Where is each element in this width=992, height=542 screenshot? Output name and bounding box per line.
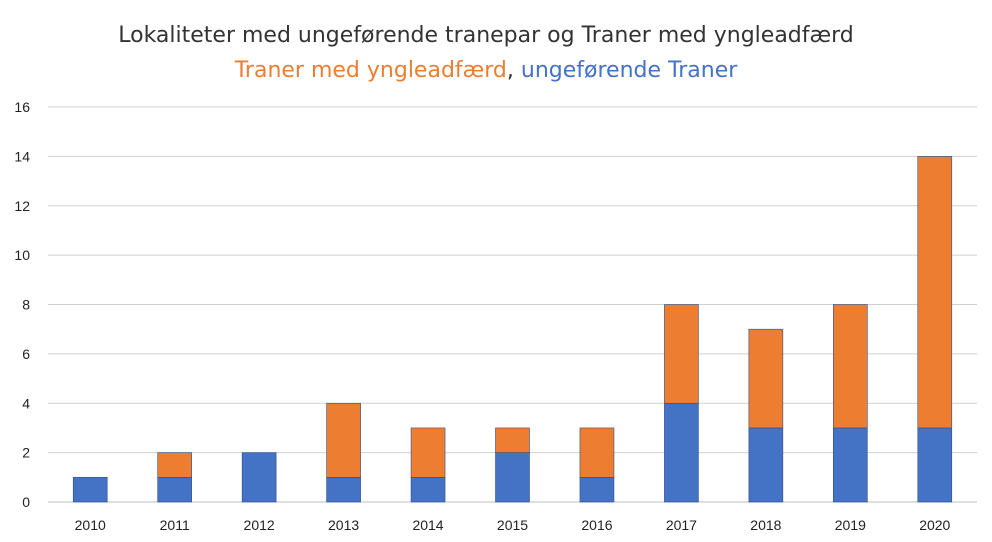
x-axis-ticks: 2010 2011 2012 2013 2014 2015 2016 2017 2018 2019… xyxy=(75,517,951,533)
y-tick-label: 14 xyxy=(14,148,30,164)
bar-segment-series-0 xyxy=(748,427,784,503)
gridlines xyxy=(48,106,977,503)
x-tick-label: 2014 xyxy=(412,517,443,533)
bar-segment-series-1 xyxy=(748,328,784,429)
subtitle-part-with-young: ungeførende Traner xyxy=(521,58,738,83)
bar-segment-series-0 xyxy=(579,477,615,503)
chart-title: Lokaliteter med ungeførende tranepar og … xyxy=(118,23,854,48)
x-tick-label: 2018 xyxy=(750,517,781,533)
y-axis-ticks: 0 2 4 6 8 10 12 14 16 xyxy=(14,99,30,510)
x-tick-label: 2010 xyxy=(75,517,106,533)
bar-segment-series-1 xyxy=(326,402,361,478)
bar-segment-series-1 xyxy=(664,304,699,404)
y-tick-label: 8 xyxy=(22,297,30,313)
bar-segment-series-1 xyxy=(917,156,953,429)
x-tick-label: 2016 xyxy=(581,517,612,533)
x-tick-label: 2013 xyxy=(328,517,359,533)
bar-segment-series-0 xyxy=(241,452,277,503)
x-tick-label: 2015 xyxy=(497,517,528,533)
bar-segment-series-0 xyxy=(664,402,699,503)
y-tick-label: 12 xyxy=(14,198,30,214)
bars xyxy=(72,156,953,503)
x-tick-label: 2017 xyxy=(666,517,697,533)
y-tick-label: 0 xyxy=(22,494,30,510)
bar-segment-series-0 xyxy=(833,427,868,503)
x-tick-label: 2019 xyxy=(835,517,866,533)
y-tick-label: 10 xyxy=(14,247,30,263)
y-tick-label: 6 xyxy=(22,346,30,362)
subtitle-part-breeding-behaviour: Traner med yngleadfærd xyxy=(234,58,507,83)
bar-segment-series-1 xyxy=(833,304,868,429)
y-tick-label: 16 xyxy=(14,99,30,115)
chart-subtitle: Traner med yngleadfærd, ungeførende Tran… xyxy=(234,58,739,83)
bar-segment-series-0 xyxy=(917,427,953,503)
bar-segment-series-0 xyxy=(326,477,361,503)
x-tick-label: 2011 xyxy=(160,517,190,533)
bar-segment-series-0 xyxy=(495,452,530,503)
x-tick-label: 2020 xyxy=(919,517,950,533)
bar-segment-series-0 xyxy=(410,477,446,503)
subtitle-separator: , xyxy=(507,58,521,83)
bar-segment-series-0 xyxy=(72,477,108,503)
bar-segment-series-1 xyxy=(157,452,192,478)
bar-segment-series-1 xyxy=(410,427,446,478)
y-tick-label: 2 xyxy=(22,445,30,461)
x-tick-label: 2012 xyxy=(244,517,275,533)
bar-segment-series-0 xyxy=(157,477,192,503)
bar-segment-series-1 xyxy=(579,427,615,478)
y-tick-label: 4 xyxy=(22,395,30,411)
bar-segment-series-1 xyxy=(495,427,530,453)
